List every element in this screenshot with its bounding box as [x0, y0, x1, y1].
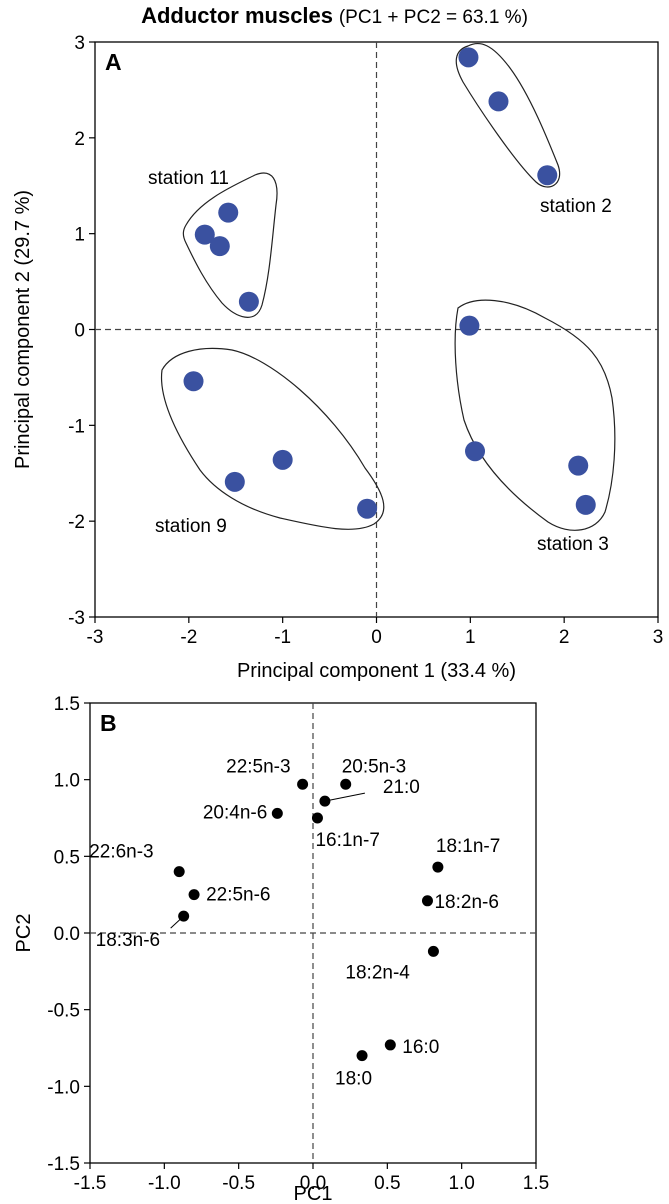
station-data-point	[194, 224, 215, 245]
station-data-point	[357, 498, 378, 519]
x-axis-label: Principal component 1 (33.4 %)	[237, 660, 516, 682]
fatty-acid-point	[297, 778, 309, 790]
x-tick-label: 0.0	[300, 1173, 326, 1194]
y-tick-label: -2	[68, 512, 85, 533]
station-data-point	[183, 371, 204, 392]
fatty-acid-label: 18:2n-4	[345, 962, 410, 983]
y-tick-label: 2	[74, 129, 85, 150]
y-axis-label: PC2	[13, 914, 35, 953]
fatty-acid-label: 22:5n-3	[226, 756, 290, 777]
panel-b-pca-loadings: -1.5 -1.0 -0.5 0.0 0.5 1.0 1.5 1.5 1.0 0.5 0.0 -0.5…	[13, 694, 549, 1204]
x-tick-label: 3	[653, 627, 664, 648]
fatty-acid-point	[340, 778, 352, 790]
label-leader-line	[324, 792, 365, 802]
x-tick-label: 0.5	[374, 1173, 400, 1194]
y-tick-label: -1.0	[47, 1077, 80, 1098]
station-data-point	[575, 494, 596, 515]
station-label: station 11	[148, 168, 229, 189]
station-data-point	[218, 202, 239, 223]
x-tick-label: -3	[87, 627, 104, 648]
y-tick-label: 0.5	[54, 847, 80, 868]
figure-title-main: Adductor muscles	[141, 3, 334, 28]
panel-label: A	[105, 49, 122, 75]
x-tick-label: -2	[180, 627, 197, 648]
fatty-acid-point	[421, 895, 433, 907]
y-tick-label: -1.5	[47, 1154, 80, 1175]
fatty-acid-label: 18:2n-6	[434, 892, 498, 913]
fatty-acid-point	[311, 812, 323, 824]
station-2-outline	[455, 42, 561, 188]
x-tick-label: 1.0	[448, 1173, 474, 1194]
fatty-acid-point	[178, 910, 190, 922]
fatty-acid-point	[384, 1039, 396, 1051]
fatty-acid-label: 18:1n-7	[436, 836, 500, 857]
station-data-point	[465, 441, 486, 462]
station-11-outline	[182, 172, 278, 318]
fatty-acid-label: 21:0	[383, 777, 420, 798]
station-data-point	[224, 471, 245, 492]
fatty-acid-point	[173, 866, 185, 878]
station-data-point	[459, 315, 480, 336]
fatty-acid-label: 16:1n-7	[315, 830, 379, 851]
station-data-point	[238, 291, 259, 312]
fatty-acid-label: 20:4n-6	[203, 802, 267, 823]
y-tick-label: 1	[74, 225, 85, 246]
x-tick-label: 2	[559, 627, 570, 648]
y-tick-label: 1.5	[54, 694, 80, 715]
station-label: station 3	[537, 534, 609, 555]
x-tick-label: -1.5	[74, 1173, 107, 1194]
figure-title-sub: (PC1 + PC2 = 63.1 %)	[338, 7, 528, 28]
x-tick-label: -1.0	[148, 1173, 181, 1194]
y-tick-label: 0	[74, 321, 85, 342]
station-data-point	[568, 455, 589, 476]
station-data-point	[537, 165, 558, 186]
station-data-point	[488, 91, 509, 112]
fatty-acid-label: 22:5n-6	[206, 885, 270, 906]
fatty-acid-point	[319, 795, 331, 807]
fatty-acid-point	[188, 889, 200, 901]
x-tick-label: 1.5	[523, 1173, 549, 1194]
x-tick-label: 1	[465, 627, 476, 648]
fatty-acid-label: 18:3n-6	[96, 930, 160, 951]
fatty-acid-label: 18:0	[335, 1069, 372, 1090]
panel-a-pca-scores: -3 -2 -1 0 1 2 3 3 2 1 0 -1 -2 -3 Principal component …	[12, 33, 663, 682]
station-3-outline	[454, 299, 616, 531]
y-tick-label: -3	[68, 608, 85, 629]
station-data-point	[209, 236, 230, 257]
y-tick-label: -1	[68, 416, 85, 437]
fatty-acid-point	[427, 945, 439, 957]
y-tick-label: -0.5	[47, 1001, 80, 1022]
station-label: station 2	[540, 196, 612, 217]
fatty-acid-label: 20:5n-3	[342, 756, 406, 777]
fatty-acid-label: 16:0	[402, 1037, 439, 1058]
y-tick-label: 1.0	[54, 771, 80, 792]
fatty-acid-label: 22:6n-3	[89, 842, 153, 863]
fatty-acid-point	[271, 807, 283, 819]
station-label: station 9	[155, 516, 227, 537]
station-data-point	[458, 47, 479, 68]
x-tick-label: -0.5	[222, 1173, 255, 1194]
x-tick-label: 0	[371, 627, 382, 648]
panel-label: B	[100, 710, 117, 736]
x-axis-label: PC1	[294, 1183, 333, 1204]
fatty-acid-point	[432, 861, 444, 873]
station-data-point	[272, 449, 293, 470]
x-tick-label: -1	[274, 627, 291, 648]
y-tick-label: 3	[74, 33, 85, 54]
station-9-outline	[160, 347, 385, 530]
y-tick-label: 0.0	[54, 924, 80, 945]
figure-title: Adductor muscles (PC1 + PC2 = 63.1 %)	[0, 3, 669, 29]
fatty-acid-point	[356, 1050, 368, 1062]
y-axis-label: Principal component 2 (29.7 %)	[12, 190, 34, 469]
